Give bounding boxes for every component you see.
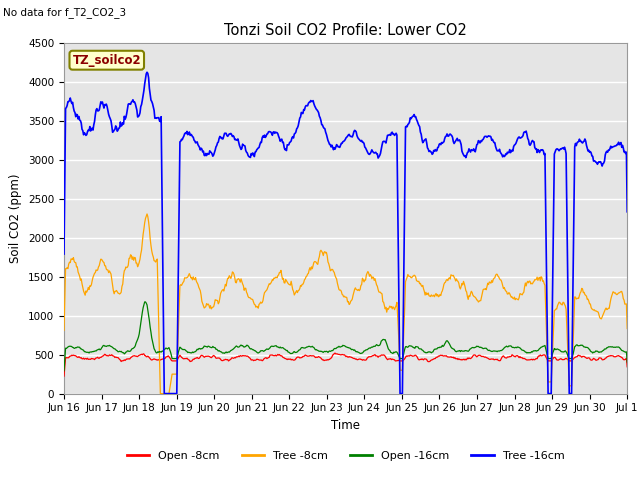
Text: No data for f_T2_CO2_3: No data for f_T2_CO2_3 xyxy=(3,7,126,18)
Legend: Open -8cm, Tree -8cm, Open -16cm, Tree -16cm: Open -8cm, Tree -8cm, Open -16cm, Tree -… xyxy=(122,446,569,465)
X-axis label: Time: Time xyxy=(331,419,360,432)
Text: TZ_soilco2: TZ_soilco2 xyxy=(72,54,141,67)
Y-axis label: Soil CO2 (ppm): Soil CO2 (ppm) xyxy=(10,174,22,263)
Title: Tonzi Soil CO2 Profile: Lower CO2: Tonzi Soil CO2 Profile: Lower CO2 xyxy=(224,23,467,38)
